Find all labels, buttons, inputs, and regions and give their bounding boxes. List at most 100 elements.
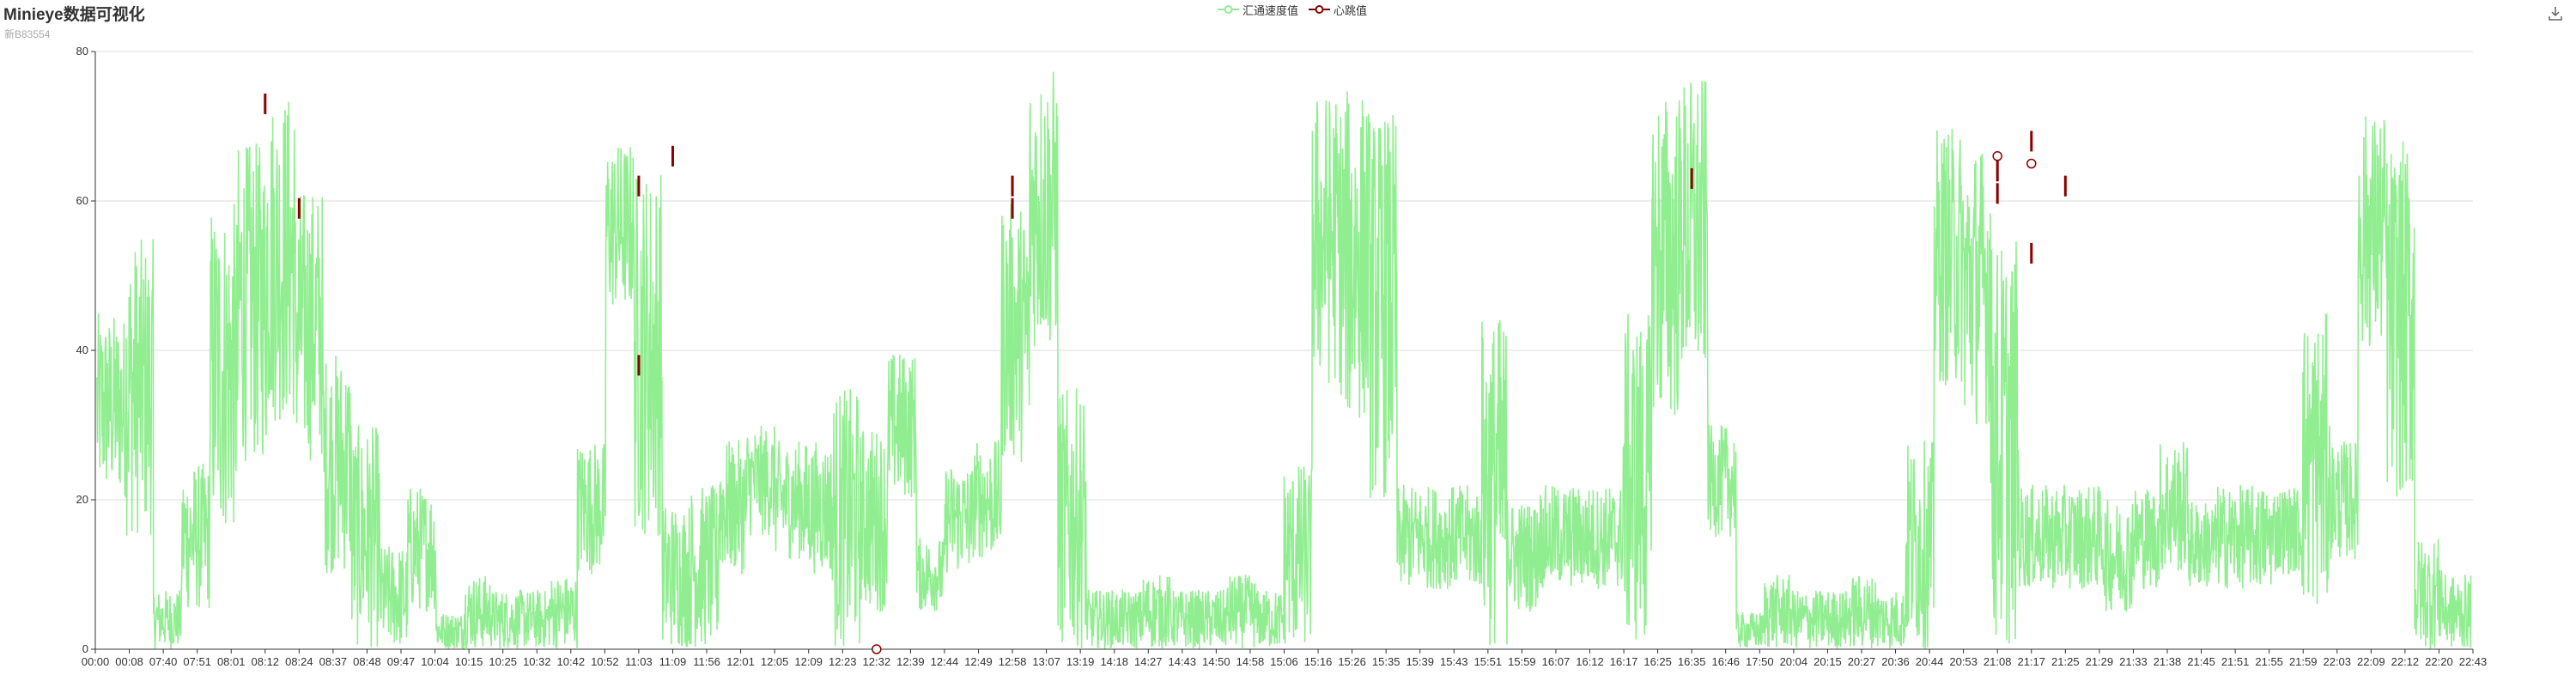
x-tick-label: 12:49 <box>964 655 993 668</box>
legend: 汇通速度值 心跳值 <box>1218 2 1377 17</box>
x-tick-label: 16:46 <box>1711 655 1740 668</box>
heartbeat-point <box>2030 131 2033 152</box>
x-tick-label: 10:52 <box>591 655 619 668</box>
x-tick-label: 14:50 <box>1202 655 1230 668</box>
y-tick-label: 60 <box>76 194 88 207</box>
x-tick-label: 15:26 <box>1338 655 1366 668</box>
legend-label-heartbeat: 心跳值 <box>1334 3 1368 17</box>
x-tick-label: 20:36 <box>1881 655 1910 668</box>
x-tick-label: 15:39 <box>1406 655 1434 668</box>
legend-heartbeat-icon <box>1309 5 1331 14</box>
x-tick-label: 22:43 <box>2459 655 2488 668</box>
x-tick-label: 15:51 <box>1474 655 1503 668</box>
x-tick-label: 16:17 <box>1610 655 1638 668</box>
x-tick-label: 21:51 <box>2221 655 2250 668</box>
x-tick-label: 11:03 <box>625 655 653 668</box>
x-tick-label: 22:20 <box>2425 655 2453 668</box>
y-tick-label: 0 <box>82 642 88 655</box>
x-tick-label: 15:35 <box>1372 655 1400 668</box>
x-tick-label: 12:05 <box>761 655 789 668</box>
x-tick-label: 21:38 <box>2154 655 2182 668</box>
x-tick-label: 20:27 <box>1848 655 1876 668</box>
x-tick-label: 15:43 <box>1440 655 1468 668</box>
x-tick-label: 20:44 <box>1916 655 1944 668</box>
x-tick-label: 00:08 <box>115 655 143 668</box>
x-tick-label: 12:58 <box>999 655 1027 668</box>
x-tick-label: 12:32 <box>863 655 891 668</box>
x-tick-label: 13:07 <box>1032 655 1060 668</box>
x-tick-label: 09:47 <box>387 655 416 668</box>
x-tick-label: 08:24 <box>285 655 313 668</box>
x-tick-label: 13:19 <box>1066 655 1095 668</box>
x-tick-label: 12:44 <box>931 655 959 668</box>
y-tick-label: 20 <box>76 493 88 506</box>
x-tick-label: 15:59 <box>1508 655 1536 668</box>
x-tick-label: 21:29 <box>2086 655 2114 668</box>
heartbeat-point <box>1011 198 1014 219</box>
heartbeat-point <box>1011 175 1014 197</box>
x-tick-label: 15:06 <box>1270 655 1298 668</box>
heartbeat-marker <box>1992 151 2002 161</box>
heartbeat-point <box>264 93 267 114</box>
x-tick-label: 21:45 <box>2187 655 2215 668</box>
x-tick-label: 10:25 <box>489 655 517 668</box>
legend-item-speed[interactable]: 汇通速度值 <box>1218 2 1298 18</box>
x-tick-label: 20:04 <box>1780 655 1808 668</box>
legend-speed-icon <box>1218 5 1239 14</box>
x-tick-label: 11:09 <box>659 655 687 668</box>
y-tick-label: 40 <box>76 344 88 356</box>
x-tick-label: 08:12 <box>252 655 280 668</box>
x-tick-label: 14:18 <box>1100 655 1128 668</box>
heartbeat-point <box>671 145 674 167</box>
x-tick-label: 21:08 <box>1984 655 2012 668</box>
chart-title: Minieye数据可视化 <box>3 6 145 24</box>
x-tick-label: 14:27 <box>1134 655 1163 668</box>
x-tick-label: 12:01 <box>726 655 755 668</box>
heartbeat-point <box>2030 242 2033 264</box>
x-tick-label: 10:42 <box>557 655 586 668</box>
x-tick-label: 07:40 <box>149 655 178 668</box>
x-tick-label: 22:09 <box>2357 655 2385 668</box>
x-tick-label: 16:25 <box>1643 655 1672 668</box>
x-tick-label: 21:33 <box>2119 655 2148 668</box>
heartbeat-point <box>637 175 641 197</box>
x-tick-label: 22:12 <box>2391 655 2420 668</box>
x-tick-label: 12:39 <box>896 655 925 668</box>
x-tick-label: 15:16 <box>1304 655 1333 668</box>
x-tick-label: 11:56 <box>693 655 720 668</box>
x-tick-label: 22:03 <box>2323 655 2351 668</box>
download-icon[interactable] <box>2547 5 2564 22</box>
legend-label-speed: 汇通速度值 <box>1242 3 1299 17</box>
legend-item-heartbeat[interactable]: 心跳值 <box>1309 2 1367 18</box>
x-tick-label: 10:32 <box>523 655 551 668</box>
chart-subtitle: 新B83554 <box>4 28 51 40</box>
x-tick-label: 16:12 <box>1576 655 1604 668</box>
y-tick-label: 80 <box>76 45 88 58</box>
x-tick-label: 07:51 <box>183 655 211 668</box>
x-tick-label: 16:35 <box>1678 655 1706 668</box>
x-tick-label: 10:15 <box>455 655 483 668</box>
x-tick-label: 14:58 <box>1236 655 1265 668</box>
heartbeat-marker <box>872 644 882 654</box>
x-tick-label: 16:07 <box>1542 655 1571 668</box>
speed-series-line <box>96 71 2472 650</box>
heartbeat-point <box>637 355 641 376</box>
x-tick-label: 08:01 <box>217 655 246 668</box>
heartbeat-point <box>1996 183 1999 204</box>
heartbeat-point <box>1690 167 1693 189</box>
x-tick-label: 21:17 <box>2017 655 2045 668</box>
x-tick-label: 21:55 <box>2255 655 2283 668</box>
x-tick-label: 12:23 <box>829 655 857 668</box>
x-tick-label: 08:48 <box>353 655 381 668</box>
x-tick-label: 20:53 <box>1949 655 1978 668</box>
x-tick-label: 12:09 <box>794 655 823 668</box>
x-tick-label: 14:43 <box>1169 655 1197 668</box>
x-tick-label: 08:37 <box>319 655 348 668</box>
x-tick-label: 17:50 <box>1746 655 1774 668</box>
x-tick-label: 20:15 <box>1814 655 1842 668</box>
heartbeat-marker <box>2026 158 2037 169</box>
x-tick-label: 21:59 <box>2289 655 2318 668</box>
x-tick-label: 10:04 <box>421 655 449 668</box>
heartbeat-point <box>2063 175 2067 197</box>
